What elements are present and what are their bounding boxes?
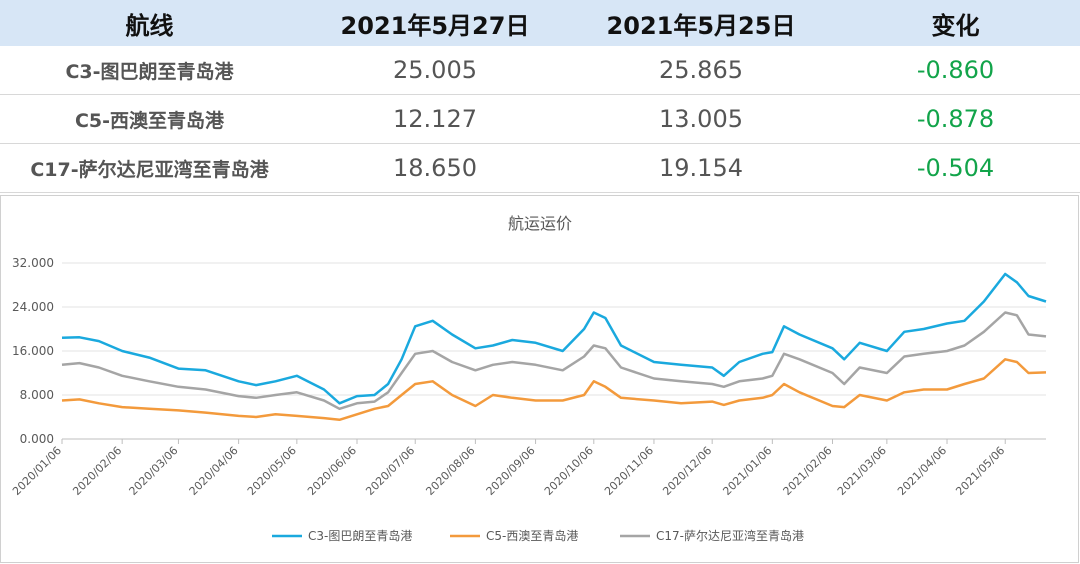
x-tick-label: 2020/10/06 [542, 444, 596, 498]
series-lines [61, 272, 1047, 422]
x-tick-label: 2020/03/06 [127, 444, 181, 498]
x-tick-label: 2021/04/06 [895, 444, 949, 498]
previous-value-cell: 13.005 [571, 94, 831, 144]
change-cell: -0.878 [831, 94, 1080, 144]
change-cell: -0.860 [831, 46, 1080, 95]
previous-value-cell: 25.865 [571, 46, 831, 95]
x-tick-label: 2020/06/06 [305, 444, 359, 498]
y-tick-label: 32.000 [12, 256, 54, 270]
current-value-cell: 12.127 [299, 94, 571, 144]
legend-label-c17: C17-萨尔达尼亚湾至青岛港 [656, 528, 804, 543]
previous-value-cell: 19.154 [571, 143, 831, 193]
change-cell: -0.504 [831, 143, 1080, 193]
x-axis-ticks: 2020/01/06 2020/02/06 2020/03/06 2020/04/06… [10, 439, 1007, 498]
header-route: 航线 [0, 0, 299, 46]
legend-label-c3: C3-图巴朗至青岛港 [308, 528, 412, 543]
x-tick-label: 2021/02/06 [781, 444, 835, 498]
y-tick-label: 8.000 [20, 388, 54, 402]
x-tick-label: 2020/12/06 [660, 444, 714, 498]
header-current-date: 2021年5月27日 [299, 0, 571, 46]
x-tick-label: 2020/09/06 [484, 444, 538, 498]
x-tick-label: 2021/03/06 [835, 444, 889, 498]
chart-title: 航运运价 [508, 214, 572, 233]
x-tick-label: 2020/05/06 [245, 444, 299, 498]
x-tick-label: 2020/04/06 [187, 444, 241, 498]
route-cell: C17-萨尔达尼亚湾至青岛港 [0, 143, 299, 193]
y-tick-label: 0.000 [20, 432, 54, 446]
table-row: C5-西澳至青岛港 12.127 13.005 -0.878 [0, 94, 1080, 144]
route-cell: C5-西澳至青岛港 [0, 94, 299, 144]
header-change: 变化 [831, 0, 1080, 46]
current-value-cell: 25.005 [299, 46, 571, 95]
freight-rate-chart: 航运运价 0.000 8.000 16.000 24.000 32.000 2020/0… [10, 214, 1047, 543]
gridlines [62, 262, 1046, 440]
table-header-row: 航线 2021年5月27日 2021年5月25日 变化 [0, 0, 1080, 46]
table-row: C17-萨尔达尼亚湾至青岛港 18.650 19.154 -0.504 [0, 143, 1080, 193]
current-value-cell: 18.650 [299, 143, 571, 193]
series-line-c17 [61, 311, 1047, 411]
table-row: C3-图巴朗至青岛港 25.005 25.865 -0.860 [0, 46, 1080, 95]
chart-frame [0, 195, 1079, 563]
x-tick-label: 2020/08/06 [423, 444, 477, 498]
route-cell: C3-图巴朗至青岛港 [0, 46, 299, 95]
x-tick-label: 2021/05/06 [953, 444, 1007, 498]
x-tick-label: 2020/01/06 [10, 444, 64, 498]
chart-legend: C3-图巴朗至青岛港 C5-西澳至青岛港 C17-萨尔达尼亚湾至青岛港 [272, 528, 804, 543]
x-tick-label: 2020/02/06 [70, 444, 124, 498]
x-tick-label: 2020/07/06 [363, 444, 417, 498]
series-line-c3 [61, 272, 1047, 405]
x-tick-label: 2021/01/06 [720, 444, 774, 498]
y-tick-label: 16.000 [12, 344, 54, 358]
series-line-c5 [61, 358, 1047, 422]
y-axis-ticks: 0.000 8.000 16.000 24.000 32.000 [12, 256, 54, 446]
legend-label-c5: C5-西澳至青岛港 [486, 528, 578, 543]
x-tick-label: 2020/11/06 [602, 444, 656, 498]
freight-rate-table: 航线 2021年5月27日 2021年5月25日 变化 C3-图巴朗至青岛港 2… [0, 0, 1080, 193]
y-tick-label: 24.000 [12, 300, 54, 314]
header-previous-date: 2021年5月25日 [571, 0, 831, 46]
